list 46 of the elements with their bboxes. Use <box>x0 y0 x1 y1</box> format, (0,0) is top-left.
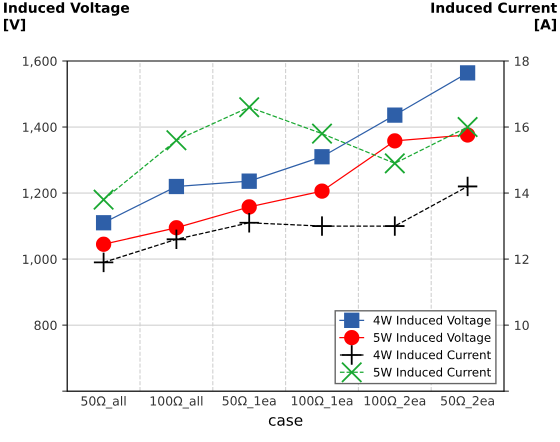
point <box>238 96 260 118</box>
y-tick-label: 1,200 <box>23 188 57 200</box>
point <box>96 236 112 252</box>
point <box>311 215 333 237</box>
point <box>384 215 406 237</box>
point <box>92 252 114 274</box>
point <box>384 152 406 174</box>
y-tick-label: 1,400 <box>23 122 57 134</box>
legend-label: 5W Induced Current <box>374 367 491 377</box>
y2-tick-label: 10 <box>515 320 529 330</box>
y2-tick-label: 16 <box>515 122 529 132</box>
x-tick-label: 100Ω_2ea <box>364 396 426 408</box>
x-tick-label: 50Ω_2ea <box>441 396 494 408</box>
y2-axis-title: Induced Current [A] <box>431 2 557 32</box>
point <box>456 116 478 138</box>
point <box>238 212 260 234</box>
point <box>166 228 188 250</box>
point <box>92 189 114 210</box>
point <box>242 199 257 215</box>
point <box>168 220 184 236</box>
x-tick-label: 50Ω_1ea <box>222 396 276 408</box>
x-axis-title: case <box>268 417 302 426</box>
y2-tick-label: 12 <box>515 254 528 264</box>
y-tick-label: 1,600 <box>23 56 57 68</box>
y-axis-title: Induced Voltage [V] <box>4 2 130 32</box>
point <box>387 108 402 123</box>
point <box>311 123 333 144</box>
y-tick-label: 1,000 <box>23 254 57 266</box>
point <box>168 178 184 194</box>
point <box>314 149 330 164</box>
legend-label: 5W Induced Voltage <box>374 332 491 344</box>
y2-tick-label: 14 <box>515 188 529 198</box>
point <box>166 130 188 151</box>
point <box>314 183 330 199</box>
y2-tick-label: 18 <box>515 56 529 66</box>
point <box>460 65 476 81</box>
legend-label: 4W Induced Voltage <box>374 315 491 327</box>
point <box>456 176 478 198</box>
point <box>242 174 257 189</box>
legend-label: 4W Induced Current <box>374 350 491 360</box>
x-tick-label: 100Ω_1ea <box>292 396 352 408</box>
x-tick-label: 100Ω_all <box>150 396 202 408</box>
x-tick-label: 50Ω_all <box>81 396 126 408</box>
point <box>387 133 402 149</box>
y-tick-label: 800 <box>34 320 57 330</box>
point <box>96 215 112 230</box>
